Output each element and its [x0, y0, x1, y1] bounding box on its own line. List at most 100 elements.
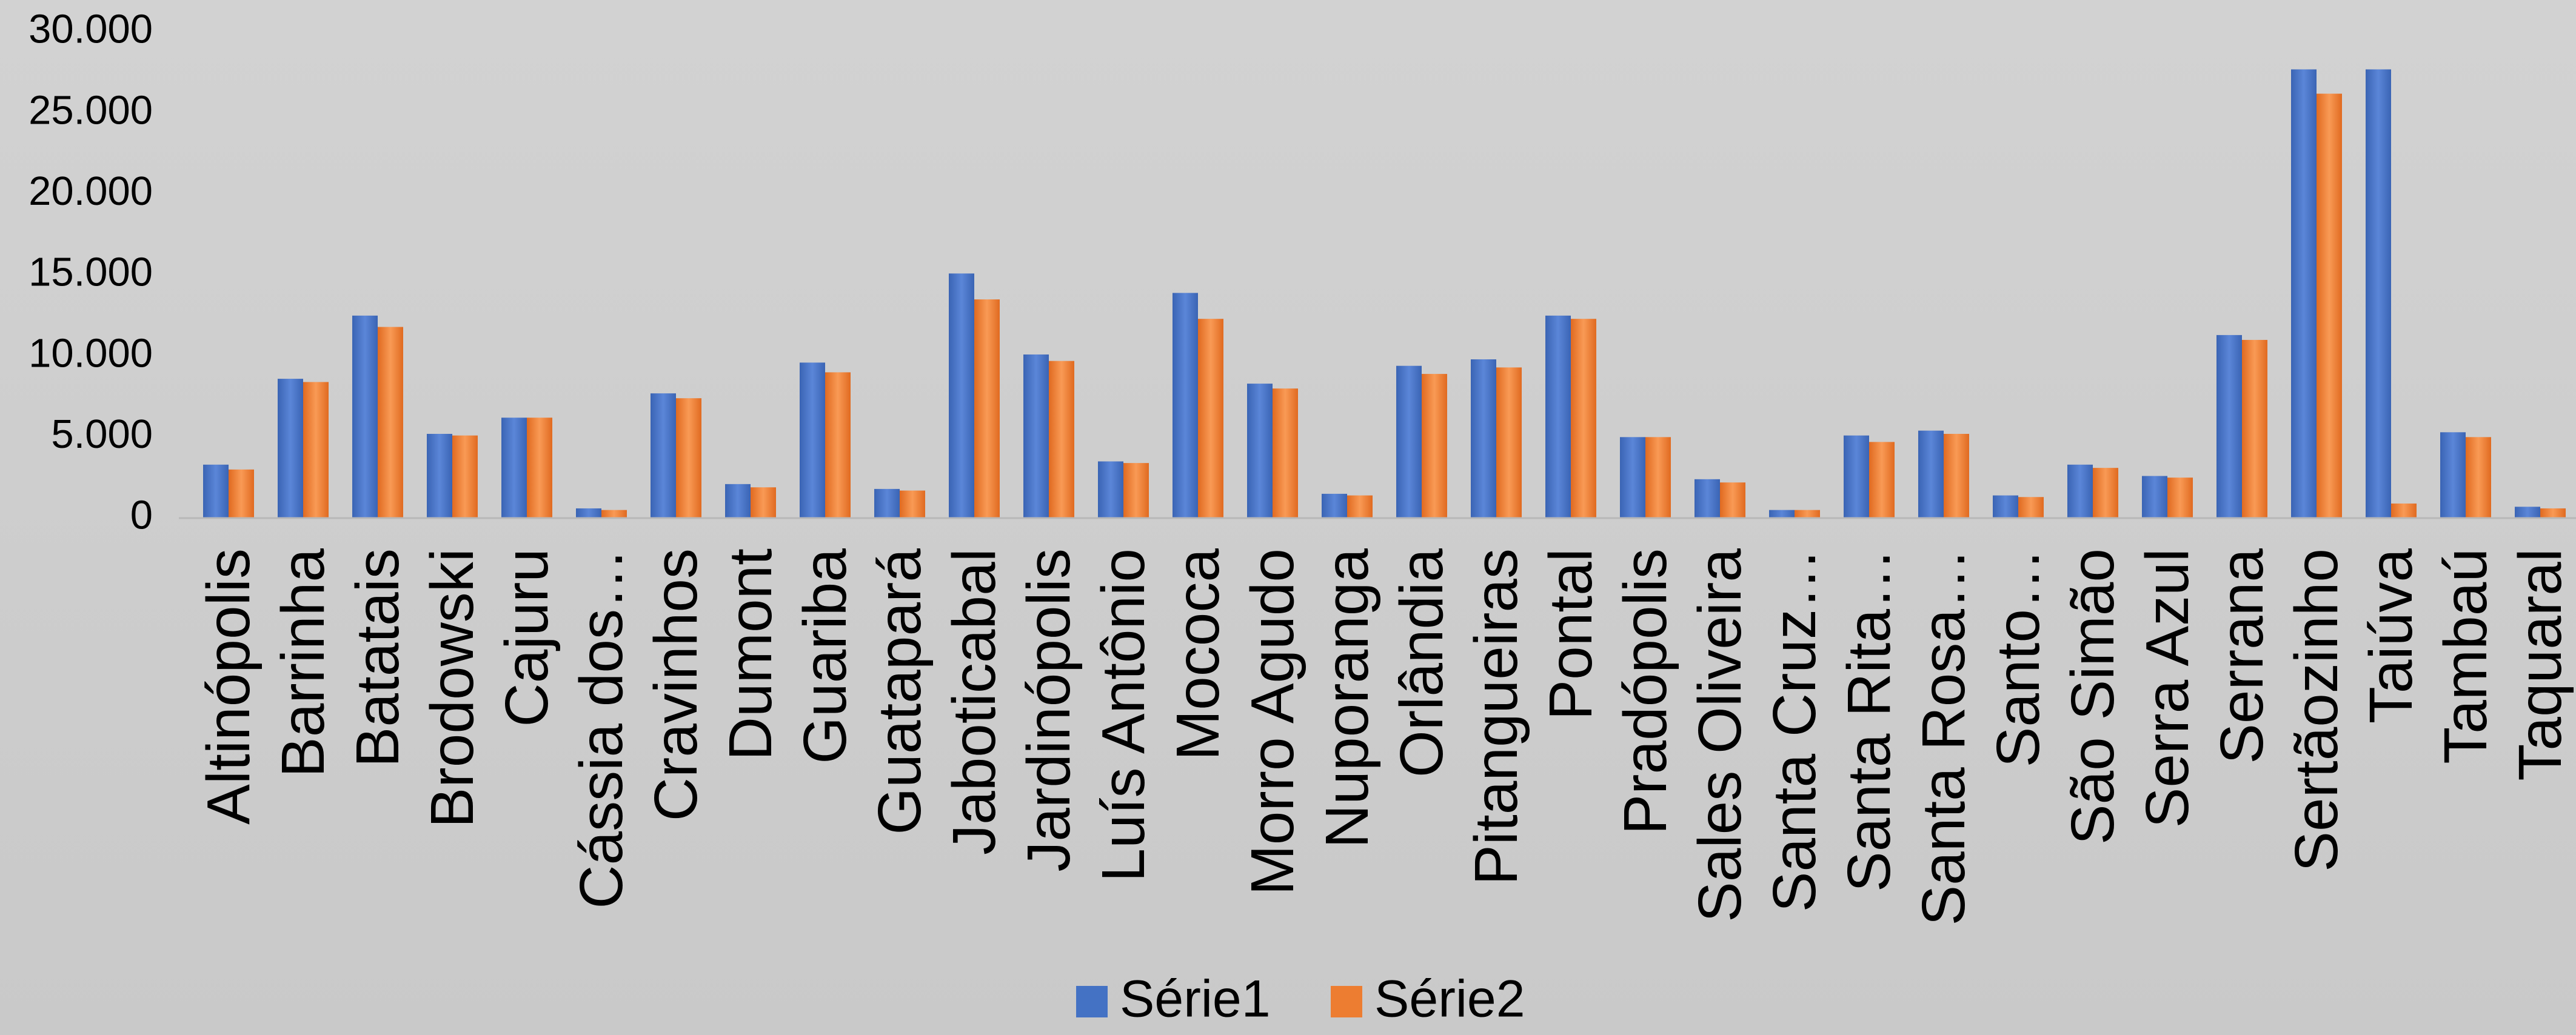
bar-série2 — [2391, 503, 2417, 518]
bar-série2 — [452, 435, 478, 518]
bar-série1 — [2366, 69, 2391, 518]
bar-série1 — [1993, 495, 2018, 518]
bar-série2 — [1720, 482, 1745, 518]
bar-série2 — [751, 487, 776, 518]
bar-série1 — [949, 273, 974, 518]
x-category-label: Pitangueiras — [1462, 548, 1530, 885]
bar-série2 — [974, 299, 1000, 518]
bar-série2 — [1496, 367, 1522, 518]
x-category-label: Taiúva — [2357, 548, 2425, 724]
y-tick-label: 30.000 — [28, 7, 153, 52]
y-tick-label: 0 — [130, 493, 153, 538]
x-category-label: Orlândia — [1388, 548, 1456, 777]
legend-swatch — [1076, 986, 1108, 1017]
x-category-label: Cajuru — [493, 548, 561, 727]
bar-série2 — [229, 469, 254, 518]
bar-série1 — [1545, 315, 1571, 518]
x-category-label: Altinópolis — [195, 548, 263, 825]
bar-série2 — [1273, 388, 1298, 518]
bar-série1 — [2515, 507, 2540, 518]
bar-série2 — [1571, 319, 1596, 518]
x-category-label: Batatais — [344, 548, 412, 767]
bar-série2 — [601, 510, 627, 518]
bar-série1 — [1769, 510, 1795, 518]
bar-série2 — [2093, 468, 2118, 518]
y-tick-label: 5.000 — [51, 411, 153, 457]
x-category-label: Tambaú — [2432, 548, 2500, 764]
x-axis: Altinópolis Barrinha Batatais Brodowski Caju… — [195, 548, 2574, 926]
x-category-label: Sales Oliveira — [1686, 548, 1754, 922]
bar-série2 — [1869, 442, 1895, 518]
x-category-label: Taquaral — [2506, 548, 2574, 781]
bar-série2 — [1123, 463, 1149, 518]
bar-série1 — [1098, 461, 1123, 518]
x-category-label: Morro Agudo — [1239, 548, 1306, 896]
x-category-label: Santo… — [1984, 548, 2052, 767]
x-category-label: Pradópolis — [1611, 548, 1679, 835]
bar-série1 — [576, 508, 601, 518]
bar-série1 — [1918, 430, 1944, 518]
x-category-label: Jardinópolis — [1015, 548, 1083, 872]
bar-série2 — [676, 398, 701, 518]
bar-série1 — [725, 484, 751, 518]
bar-série2 — [527, 418, 552, 518]
x-category-label: São Simão — [2059, 548, 2127, 845]
x-category-label: Santa Rita… — [1835, 548, 1903, 892]
bar-série1 — [2067, 464, 2093, 518]
x-category-label: Pontal — [1537, 548, 1605, 721]
bar-série2 — [1645, 437, 1671, 518]
x-category-label: Cravinhos — [642, 548, 710, 821]
bar-série2 — [2018, 497, 2044, 518]
x-category-label: Guatapará — [866, 548, 934, 835]
legend-label: Série2 — [1374, 970, 1525, 1028]
x-category-label: Brodowski — [418, 548, 486, 828]
bar-série1 — [1471, 359, 1496, 518]
x-category-label: Barrinha — [269, 548, 337, 777]
x-category-label: Serra Azul — [2133, 548, 2201, 828]
bar-série2 — [303, 382, 329, 518]
y-tick-label: 15.000 — [28, 250, 153, 295]
bar-série1 — [1023, 354, 1049, 518]
bar-série1 — [651, 393, 676, 518]
bar-série2 — [1049, 361, 1074, 518]
bar-série1 — [352, 315, 378, 518]
y-tick-label: 20.000 — [28, 168, 153, 214]
x-category-label: Mococa — [1164, 548, 1232, 761]
bar-série1 — [1396, 365, 1422, 518]
y-tick-label: 10.000 — [28, 330, 153, 376]
bar-série2 — [1422, 374, 1447, 518]
bar-série2 — [2466, 437, 2491, 518]
bar-série1 — [2440, 432, 2466, 518]
bar-série2 — [900, 490, 925, 518]
bar-série1 — [1620, 437, 1645, 518]
bar-série1 — [1694, 479, 1720, 518]
x-category-label: Luís Antônio — [1089, 548, 1157, 882]
legend-swatch — [1331, 986, 1362, 1017]
bar-série2 — [2540, 508, 2566, 518]
bar-série1 — [2216, 334, 2242, 518]
legend: Série1 Série2 — [1076, 970, 1525, 1028]
legend-label: Série1 — [1120, 970, 1271, 1028]
y-tick-label: 25.000 — [28, 87, 153, 133]
x-category-label: Dumont — [717, 548, 785, 760]
bar-série2 — [1944, 433, 1969, 518]
bar-série2 — [2317, 93, 2342, 518]
bar-série1 — [278, 379, 303, 518]
bar-série1 — [427, 433, 452, 518]
x-category-label: Santa Rosa… — [1910, 548, 1978, 926]
bar-série2 — [2167, 478, 2193, 518]
x-category-label: Nuporanga — [1313, 548, 1381, 848]
bar-série1 — [2142, 476, 2167, 518]
bar-série2 — [378, 327, 403, 518]
bar-série2 — [1347, 495, 1373, 518]
bar-série1 — [2291, 69, 2317, 518]
bar-série1 — [1173, 293, 1198, 518]
y-axis: 0 5.000 10.000 15.000 20.000 25.000 30.000 — [28, 7, 153, 538]
bar-série1 — [800, 362, 825, 518]
bar-série2 — [1198, 319, 1223, 518]
bar-série2 — [1795, 510, 1820, 518]
bar-série1 — [874, 488, 900, 518]
bars — [203, 69, 2566, 518]
x-category-label: Santa Cruz… — [1761, 548, 1828, 912]
